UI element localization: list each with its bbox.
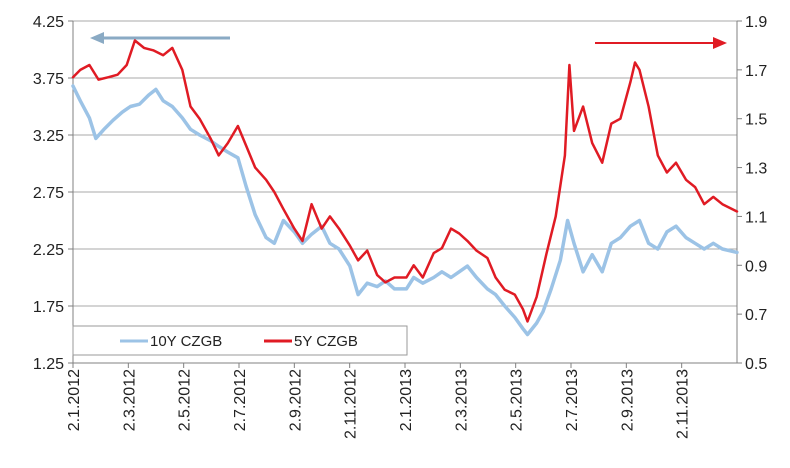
- y-right-tick-label: 1.3: [745, 161, 767, 178]
- y-left-tick-label: 3.25: [33, 128, 64, 145]
- y-right-tick-label: 1.9: [745, 14, 767, 31]
- x-tick-label: 2.1.2013: [398, 369, 415, 431]
- x-tick-label: 2.11.2012: [343, 369, 360, 439]
- y-left-tick-label: 3.75: [33, 71, 64, 88]
- y-right-tick-label: 0.5: [745, 356, 767, 373]
- series-line-5y-czgb: [71, 39, 739, 323]
- legend: 10Y CZGB 5Y CZGB: [72, 325, 408, 356]
- y-right-tick-label: 0.9: [745, 258, 767, 275]
- left-arrow-head-icon: [90, 32, 104, 44]
- y-left-tick-label: 2.25: [33, 242, 64, 259]
- x-tick-label: 2.5.2012: [177, 369, 194, 431]
- x-tick-label: 2.9.2012: [287, 369, 304, 431]
- y-left-tick-label: 1.75: [33, 299, 64, 316]
- y-left-tick-label: 2.75: [33, 185, 64, 202]
- y-left-tick-label: 4.25: [33, 14, 64, 31]
- x-tick-label: 2.7.2012: [232, 369, 249, 431]
- x-tick-label: 2.11.2013: [675, 369, 692, 439]
- axis-arrows: [90, 32, 727, 49]
- x-tick-label: 2.1.2012: [66, 369, 83, 431]
- legend-label-5y: 5Y CZGB: [294, 333, 358, 350]
- right-arrow-head-icon: [713, 37, 727, 49]
- y-right-tick-label: 0.7: [745, 307, 767, 324]
- y-right-tick-label: 1.5: [745, 112, 767, 129]
- x-tick-label: 2.9.2013: [619, 369, 636, 431]
- y-right-tick-label: 1.7: [745, 63, 767, 80]
- axes: 1.25 1.75 2.25 2.75 3.25 3.75 4.25 0.5 0.7 0.9 1.1…: [33, 14, 767, 439]
- y-right-tick-label: 1.1: [745, 209, 767, 226]
- x-tick-label: 2.7.2013: [564, 369, 581, 431]
- series-line-10y-czgb: [71, 84, 739, 337]
- x-tick-label: 2.5.2013: [509, 369, 526, 431]
- y-left-tick-label: 1.25: [33, 356, 64, 373]
- series-lines: [71, 39, 739, 337]
- x-tick-label: 2.3.2013: [453, 369, 470, 431]
- x-tick-label: 2.3.2012: [121, 369, 138, 431]
- legend-label-10y: 10Y CZGB: [150, 333, 222, 350]
